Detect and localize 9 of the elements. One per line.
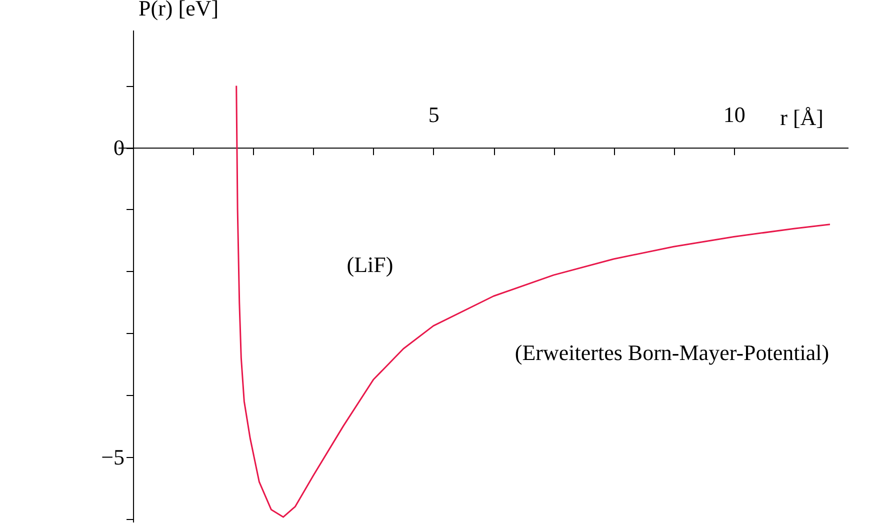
annotation: (Erweitertes Born-Mayer-Potential) — [514, 340, 830, 365]
x-axis-title: r [Å] — [780, 105, 824, 130]
annotation: (LiF) — [346, 252, 394, 277]
y-tick-label: −5 — [101, 444, 125, 470]
x-tick-label: 10 — [723, 102, 746, 128]
x-tick-label: 5 — [428, 102, 440, 128]
y-tick-label: 0 — [114, 135, 125, 160]
y-axis-title: P(r) [eV] — [138, 0, 219, 20]
line-series — [236, 84, 831, 518]
